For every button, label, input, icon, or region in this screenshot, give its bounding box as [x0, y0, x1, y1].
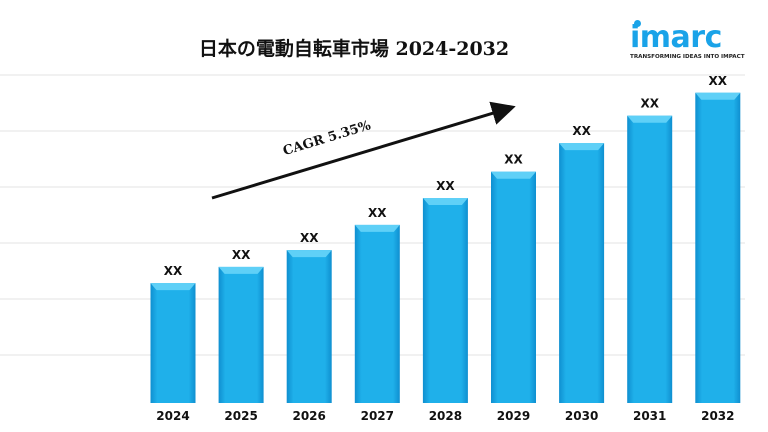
x-tick-2026: 2026 [292, 409, 325, 423]
logo-tagline: TRANSFORMING IDEAS INTO IMPACT [630, 54, 745, 60]
data-label-2025: XX [232, 248, 251, 262]
bar-bevel [491, 171, 536, 179]
bar-2031 [627, 115, 673, 403]
data-label-2031: XX [640, 97, 659, 111]
bar-bevel [354, 224, 400, 232]
data-label-2030: XX [572, 124, 591, 138]
x-tick-2025: 2025 [224, 409, 257, 423]
bar-2030 [559, 143, 605, 403]
data-label-2032: XX [709, 74, 728, 88]
bar-bevel [559, 143, 605, 151]
data-label-2027: XX [368, 206, 387, 220]
x-tick-2031: 2031 [633, 409, 666, 423]
x-tick-2028: 2028 [429, 409, 462, 423]
bar-bevel [695, 92, 741, 100]
x-tick-2027: 2027 [361, 409, 394, 423]
x-tick-2030: 2030 [565, 409, 598, 423]
x-tick-2024: 2024 [156, 409, 189, 423]
bar-bevel [286, 250, 332, 258]
chart-title: 日本の電動自転車市場 2024-2032 [198, 38, 510, 60]
bar-2024 [150, 283, 196, 403]
bar-2027 [354, 224, 400, 403]
logo-dot [634, 20, 641, 27]
bar-bevel [627, 115, 673, 123]
bar-2029 [491, 171, 536, 403]
data-label-2028: XX [436, 179, 455, 193]
bar-bevel [422, 198, 468, 206]
cagr-arrow [211, 101, 516, 200]
data-label-2026: XX [300, 231, 319, 245]
x-tick-2029: 2029 [497, 409, 530, 423]
imarc-logo: imarc TRANSFORMING IDEAS INTO IMPACT [630, 18, 745, 60]
bar-2028 [422, 198, 468, 403]
data-label-2029: XX [504, 153, 523, 167]
bar-2026 [286, 250, 332, 403]
bar-bevel [150, 283, 196, 291]
bar-2032 [695, 92, 741, 403]
x-tick-2032: 2032 [701, 409, 734, 423]
logo-word: imarc [630, 20, 722, 55]
bar-2025 [218, 266, 264, 403]
bar-bevel [218, 266, 264, 274]
data-label-2024: XX [164, 264, 183, 278]
